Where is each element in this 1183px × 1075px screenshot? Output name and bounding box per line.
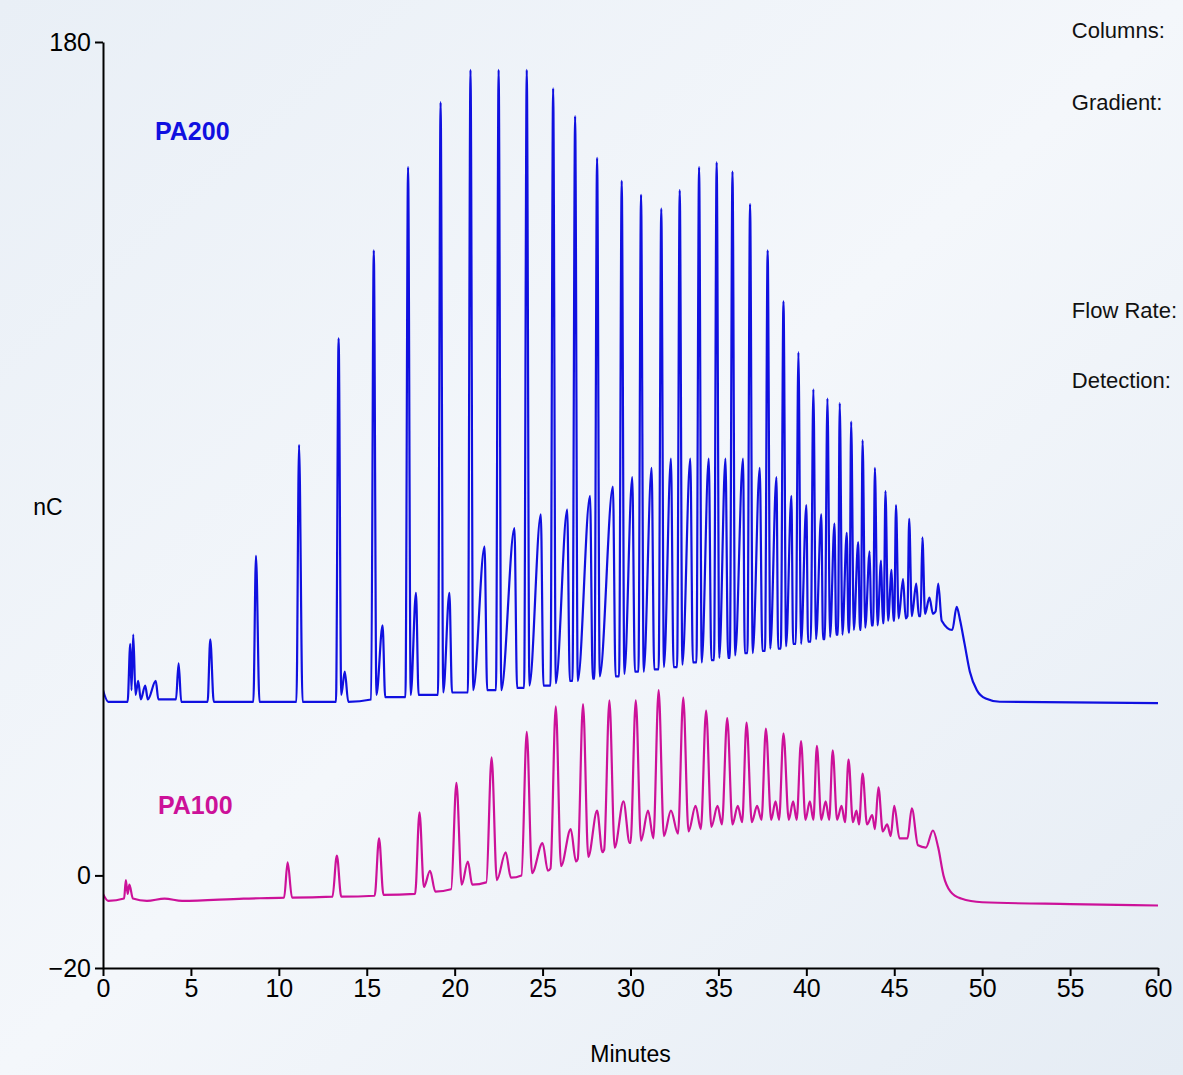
x-tick-label: 5: [184, 974, 198, 1002]
y-tick: −20: [49, 954, 103, 982]
x-axis-title: Minutes: [590, 1041, 671, 1067]
y-tick: 0: [77, 861, 103, 889]
y-tick: 180: [49, 28, 103, 56]
annotation: Columns:: [1072, 18, 1165, 43]
x-tick-label: 35: [705, 974, 733, 1002]
x-tick: 45: [881, 968, 909, 1002]
plot-area: [103, 70, 1158, 906]
x-tick-label: 40: [793, 974, 821, 1002]
x-axis: 0 5 10 15 20 25 30 35 40 45 50 55 60: [97, 968, 1173, 1002]
y-tick-label: 180: [49, 28, 91, 56]
x-tick-label: 20: [441, 974, 469, 1002]
x-tick: 50: [969, 968, 997, 1002]
x-tick-label: 50: [969, 974, 997, 1002]
x-tick: 40: [793, 968, 821, 1002]
x-tick: 0: [97, 968, 111, 1002]
series-label: PA100: [158, 791, 233, 819]
x-tick-label: 10: [265, 974, 293, 1002]
series-label: PA200: [155, 117, 230, 145]
trace-line: [103, 690, 1158, 905]
x-tick: 10: [265, 968, 293, 1002]
x-tick-label: 30: [617, 974, 645, 1002]
x-tick-label: 25: [529, 974, 557, 1002]
y-tick-label: 0: [77, 861, 91, 889]
x-tick-label: 55: [1057, 974, 1085, 1002]
x-tick: 15: [353, 968, 381, 1002]
x-tick: 30: [617, 968, 645, 1002]
x-tick-label: 45: [881, 974, 909, 1002]
y-tick-label: −20: [49, 954, 91, 982]
x-tick: 60: [1145, 968, 1173, 1002]
x-tick: 35: [705, 968, 733, 1002]
x-tick: 25: [529, 968, 557, 1002]
trace-line: [103, 70, 1158, 703]
y-axis-line: [103, 43, 105, 969]
annotation: Detection:: [1072, 368, 1171, 393]
x-tick: 55: [1057, 968, 1085, 1002]
y-tick-mark: [95, 875, 103, 877]
x-tick: 20: [441, 968, 469, 1002]
x-tick: 5: [184, 968, 198, 1002]
y-tick-mark: [95, 42, 103, 44]
annotations: Columns: Gradient: Flow Rate: Detection:: [1072, 18, 1177, 393]
chart: −200180051015202530354045505560MinutesnC…: [0, 0, 1183, 1075]
x-tick-label: 15: [353, 974, 381, 1002]
annotation: Gradient:: [1072, 90, 1163, 115]
annotation: Flow Rate:: [1072, 298, 1177, 323]
x-tick-label: 60: [1145, 974, 1173, 1002]
x-tick-label: 0: [97, 974, 111, 1002]
y-tick-mark: [95, 968, 103, 970]
background: [0, 0, 1183, 1075]
y-axis-title: nC: [33, 494, 62, 520]
